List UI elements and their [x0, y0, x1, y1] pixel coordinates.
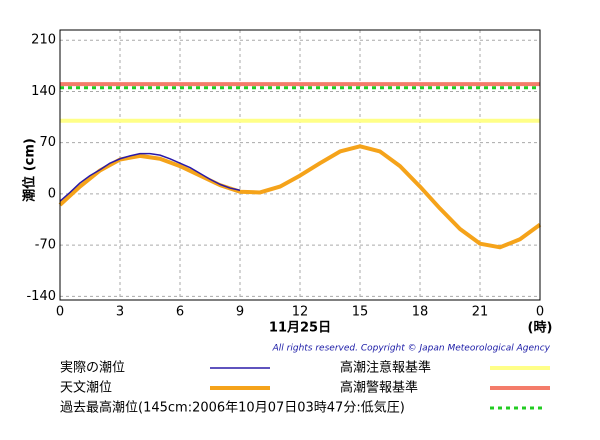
- legend-label: 高潮警報基準: [340, 380, 418, 396]
- x-tick-label: 9: [236, 305, 244, 320]
- copyright: All rights reserved. Copyright © Japan M…: [272, 344, 551, 354]
- x-tick-label: 3: [116, 305, 124, 320]
- series-line: [59, 152, 241, 202]
- x-tick-label: 6: [176, 305, 184, 320]
- x-tick-label: 18: [412, 305, 429, 320]
- x-tick-label: 21: [472, 305, 489, 320]
- y-tick-label: 210: [31, 33, 56, 48]
- legend-label: 高潮注意報基準: [340, 360, 431, 376]
- y-axis-label: 潮位 (cm): [22, 138, 38, 202]
- legend-label: 実際の潮位: [60, 360, 125, 376]
- series-line: [58, 144, 542, 250]
- x-axis-unit: (時): [528, 320, 553, 336]
- y-tick-label: -70: [35, 238, 56, 253]
- x-tick-label: 0: [56, 305, 64, 320]
- x-axis-label: 11月25日: [269, 321, 331, 336]
- y-tick-label: -140: [26, 289, 56, 304]
- x-tick-label: 12: [292, 305, 309, 320]
- plot-frame: [59, 29, 541, 301]
- legend-label: 過去最高潮位(145cm:2006年10月07日03時47分:低気圧): [60, 400, 405, 416]
- x-tick-label: 15: [352, 305, 369, 320]
- y-tick-label: 140: [31, 84, 56, 99]
- y-tick-label: 0: [48, 186, 56, 201]
- y-tick-label: 70: [39, 135, 56, 150]
- x-tick-label: 0: [536, 305, 544, 320]
- legend-label: 天文潮位: [60, 381, 112, 396]
